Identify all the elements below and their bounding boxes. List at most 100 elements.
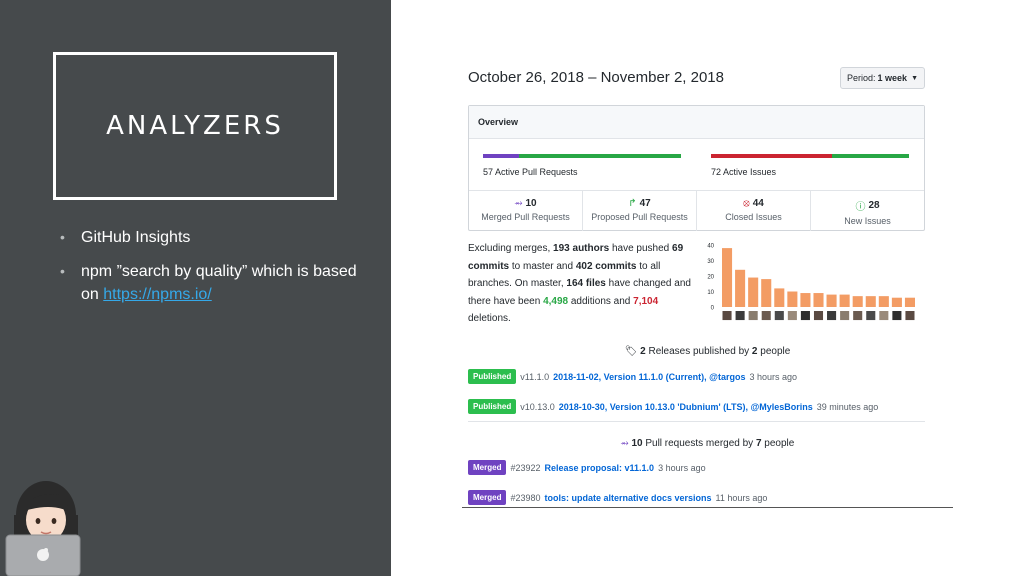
stat-new-issues[interactable]: ⓘ 28 New Issues (811, 191, 924, 231)
chart-bar (839, 294, 850, 307)
pull-request-link[interactable]: Release proposal: v11.1.0 (544, 462, 655, 473)
new-issue-icon: ⓘ (855, 202, 866, 213)
closed-segment (711, 154, 832, 158)
contributor-avatar[interactable] (761, 311, 771, 321)
contributor-avatar[interactable] (905, 311, 915, 321)
overview-panel: Overview 57 Active Pull Requests 72 Acti… (468, 105, 925, 231)
period-select-button[interactable]: Period: 1 week ▼ (840, 67, 925, 89)
commits-master-count: 69 commits (468, 243, 684, 272)
release-item[interactable]: Published v10.13.0 2018-10-30, Version 1… (468, 399, 878, 414)
slide-left-panel: ANALYZERS • GitHub Insights • npm ”searc… (0, 0, 391, 576)
commit-summary-text: Excluding merges, 193 authors have pushe… (468, 243, 691, 324)
chart-bar (787, 291, 798, 307)
stat-value: 47 (639, 198, 651, 209)
pull-requests-progress-bar (483, 154, 681, 158)
date-range-heading: October 26, 2018 – November 2, 2018 (468, 69, 724, 86)
bullet-dot: • (60, 263, 65, 279)
release-tag: v11.1.0 (520, 371, 550, 382)
contributor-avatar[interactable] (853, 311, 863, 321)
y-tick-label: 20 (707, 275, 714, 281)
release-link[interactable]: 2018-11-02, Version 11.1.0 (Current), @t… (553, 371, 746, 382)
active-pull-requests-section[interactable]: 57 Active Pull Requests (469, 139, 697, 189)
release-time: 3 hours ago (749, 371, 798, 382)
slide-title-box: ANALYZERS (53, 52, 337, 200)
pull-request-item[interactable]: Merged #23980 tools: update alternative … (468, 490, 767, 505)
contributor-avatar[interactable] (866, 311, 876, 321)
contributor-avatar[interactable] (735, 311, 745, 321)
stat-label: New Issues (844, 216, 891, 226)
chart-bar (761, 279, 772, 307)
contributor-avatar[interactable] (813, 311, 824, 321)
contributor-avatar[interactable] (748, 311, 758, 321)
release-item[interactable]: Published v11.1.0 2018-11-02, Version 11… (468, 369, 797, 384)
bullet-github-insights: • GitHub Insights (60, 226, 360, 249)
files-changed-count: 164 files (566, 278, 606, 289)
stat-label: Proposed Pull Requests (591, 212, 688, 222)
release-link[interactable]: 2018-10-30, Version 10.13.0 'Dubnium' (L… (558, 401, 813, 412)
y-tick-label: 10 (707, 290, 714, 296)
published-badge: Published (468, 399, 517, 414)
chart-bar (735, 269, 746, 307)
release-tag: v10.13.0 (520, 401, 555, 412)
y-tick-label: 30 (707, 259, 714, 265)
merged-badge: Merged (468, 490, 507, 505)
chart-bar (891, 297, 902, 307)
bullet-text: npm ”search by quality” which is based o… (81, 263, 357, 303)
stat-label: Merged Pull Requests (481, 212, 570, 222)
stat-closed-issues[interactable]: ⦻ 44 Closed Issues (697, 191, 811, 231)
chart-bar (904, 297, 915, 307)
contributor-avatar[interactable] (827, 311, 837, 321)
release-time: 39 minutes ago (816, 401, 879, 412)
period-value: 1 week (877, 73, 908, 83)
y-tick-label: 0 (711, 306, 715, 312)
active-issues-label: 72 Active Issues (711, 167, 777, 177)
overview-stats: ⥇ 10 Merged Pull Requests ↱ 47 Proposed Pu… (469, 190, 924, 231)
npms-link[interactable]: https://npms.io/ (103, 286, 212, 303)
merge-icon: ⥇ (514, 198, 523, 209)
slide-bullet-list: • GitHub Insights • npm ”search by quali… (60, 226, 360, 317)
caret-down-icon: ▼ (911, 74, 918, 82)
contributor-avatar[interactable] (774, 311, 784, 321)
contributors-bar-chart: 40 30 20 10 0 (707, 244, 915, 321)
woman-technologist-emoji-icon (5, 481, 81, 576)
chart-bar (878, 296, 889, 307)
contributor-avatar[interactable] (879, 311, 889, 321)
section-divider (468, 421, 925, 422)
pull-request-time: 3 hours ago (658, 462, 706, 473)
stat-merged-pull-requests[interactable]: ⥇ 10 Merged Pull Requests (469, 191, 583, 231)
chart-bar (800, 293, 811, 307)
bullet-text: GitHub Insights (81, 229, 191, 246)
active-issues-section[interactable]: 72 Active Issues (697, 139, 925, 189)
pull-request-time: 11 hours ago (715, 492, 768, 503)
pull-request-number: #23922 (510, 462, 541, 473)
contributor-avatar[interactable] (840, 311, 850, 321)
tag-icon: 🏷 (624, 346, 638, 357)
stat-proposed-pull-requests[interactable]: ↱ 47 Proposed Pull Requests (583, 191, 697, 231)
contributor-avatar[interactable] (787, 311, 797, 321)
stat-value: 10 (525, 198, 537, 209)
stat-value: 44 (752, 198, 764, 209)
issues-progress-bar (711, 154, 909, 158)
additions-count: 4,498 (543, 295, 569, 307)
chart-bar (722, 248, 733, 307)
contributor-avatar[interactable] (892, 311, 902, 321)
stat-label: Closed Issues (725, 212, 782, 222)
pull-request-item[interactable]: Merged #23922 Release proposal: v11.1.0 … (468, 460, 706, 475)
active-pull-requests-label: 57 Active Pull Requests (483, 167, 578, 177)
merged-segment (483, 154, 519, 158)
stat-value: 28 (868, 200, 880, 211)
merged-pull-requests-heading: ⥇ 10 Pull requests merged by 7 people (620, 438, 795, 449)
contributor-avatar[interactable] (722, 311, 732, 321)
authors-count: 193 authors (553, 243, 610, 254)
contributor-avatar[interactable] (800, 311, 810, 321)
pull-request-icon: ↱ (628, 198, 637, 209)
pull-request-link[interactable]: tools: update alternative docs versions (544, 492, 712, 503)
overview-title: Overview (469, 106, 924, 139)
chart-bar (852, 296, 863, 307)
pull-request-number: #23980 (510, 492, 541, 503)
chart-bar (826, 294, 837, 307)
slide-title: ANALYZERS (106, 111, 284, 141)
releases-heading: 🏷 2 Releases published by 2 people (624, 346, 791, 357)
chart-bar (813, 293, 824, 307)
merged-badge: Merged (468, 460, 507, 475)
